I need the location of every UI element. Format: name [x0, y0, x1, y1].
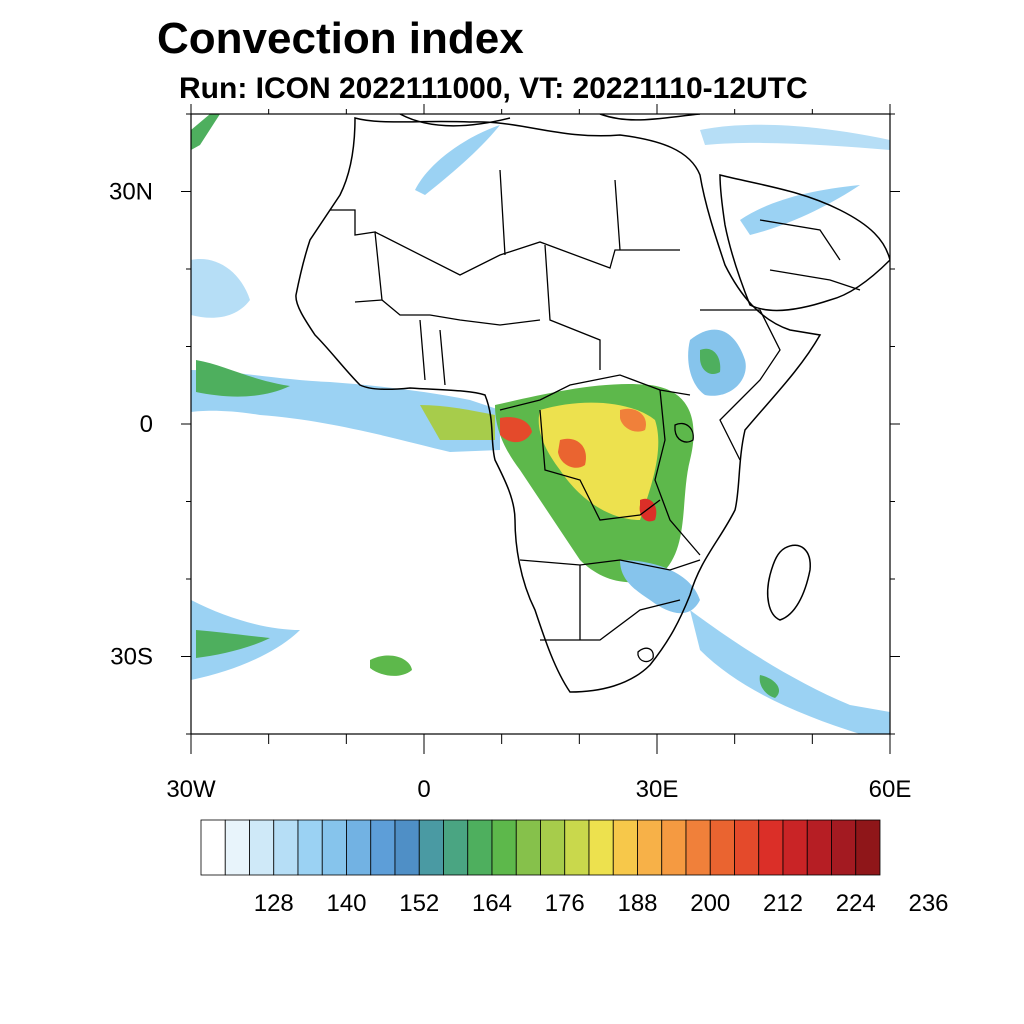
colorbar-label: 152: [399, 890, 439, 917]
colorbar-box: [273, 819, 299, 876]
border-sahara-1: [330, 209, 383, 303]
colorbar-box: [443, 819, 469, 876]
colorbar-box: [321, 819, 347, 876]
mediterranean-band: [415, 125, 500, 195]
coastlines: [295, 114, 890, 693]
north-east-band: [700, 124, 890, 150]
colorbar-box: [224, 819, 250, 876]
lat-tick-label: 30S: [110, 644, 153, 671]
country-borders: [330, 169, 861, 663]
lon-tick-label: 30W: [166, 776, 216, 803]
central-africa-hotspot-1: [500, 417, 532, 443]
colorbar-box: [831, 819, 857, 876]
colorbar-box: [758, 819, 784, 876]
colorbar-label: 164: [472, 890, 512, 917]
europe-coastline: [399, 114, 701, 127]
lat-tick-label: 0: [140, 411, 153, 438]
colorbar-label: 236: [908, 890, 948, 917]
lon-tick-label: 30E: [636, 776, 679, 803]
colorbar-label: 200: [690, 890, 730, 917]
chart-subtitle: Run: ICON 2022111000, VT: 20221110-12UTC: [179, 72, 808, 105]
colorbar-box: [297, 819, 323, 876]
colorbar-box: [515, 819, 541, 876]
lon-tick-label: 60E: [869, 776, 912, 803]
border-central-3: [654, 389, 701, 556]
africa-coastline: [295, 117, 822, 693]
colorbar-box: [782, 819, 808, 876]
colorbar-label: 188: [617, 890, 657, 917]
chart-title: Convection index: [157, 14, 524, 63]
colorbar-box: [491, 819, 517, 876]
axis-ticks: [181, 104, 900, 754]
colorbar-label: 224: [836, 890, 876, 917]
lesotho: [637, 647, 654, 663]
middle-east-band: [740, 185, 860, 235]
colorbar-label: 140: [326, 890, 366, 917]
colorbar-box: [394, 819, 420, 876]
south-atlantic-patch: [370, 655, 412, 676]
arabia-coastline: [719, 174, 890, 312]
border-east-africa: [700, 309, 781, 461]
colorbar-box: [637, 819, 663, 876]
southern-africa-convection: [620, 560, 700, 614]
colorbar-box: [709, 819, 735, 876]
indian-ocean-band: [690, 610, 890, 734]
lon-tick-label: 0: [417, 776, 430, 803]
colorbar-box: [855, 819, 881, 876]
itcz-band-core: [196, 360, 290, 397]
axis-labels: 30N 0 30S 30W 0 30E 60E: [109, 179, 911, 804]
colorbar-box: [540, 819, 566, 876]
colorbar-box: [249, 819, 275, 876]
central-africa-hotspot-2: [558, 438, 586, 468]
central-africa-hotspot-4: [639, 498, 657, 522]
colorbar-box: [370, 819, 396, 876]
central-africa-hotspot-3: [620, 408, 646, 432]
colorbar-labels: 128 140 152 164 176 188 200 212 224 236: [254, 890, 949, 917]
colorbar-label: 212: [763, 890, 803, 917]
border-southern-2: [540, 565, 681, 641]
colorbar-box: [661, 819, 687, 876]
border-sahara-3: [499, 169, 621, 370]
colorbar-box: [467, 819, 493, 876]
colorbar-box: [418, 819, 444, 876]
border-arabia: [759, 219, 861, 291]
lat-tick-label: 30N: [109, 179, 153, 206]
south-atlantic-core: [196, 630, 270, 658]
border-southern-1: [519, 559, 701, 571]
border-central-1: [499, 374, 691, 411]
lake-victoria: [674, 422, 694, 443]
border-central-2: [539, 409, 661, 521]
colorbar-box: [346, 819, 372, 876]
colorbar-box: [806, 819, 832, 876]
colorbar-label: 128: [254, 890, 294, 917]
madagascar-coastline: [767, 544, 811, 621]
colorbar-box: [564, 819, 590, 876]
colorbar-boxes: [200, 819, 881, 876]
colorbar-box: [588, 819, 614, 876]
north-atlantic-streak: [191, 114, 220, 150]
convection-field: [191, 114, 890, 734]
indian-ocean-core: [759, 675, 780, 698]
central-africa-core: [538, 402, 659, 520]
itcz-band-wet-core: [420, 405, 495, 440]
colorbar-box: [685, 819, 711, 876]
border-west-africa: [381, 299, 541, 386]
colorbar-box: [734, 819, 760, 876]
colorbar-box: [612, 819, 638, 876]
colorbar-label: 176: [545, 890, 585, 917]
west-african-coast-band: [191, 259, 250, 318]
border-sahara-2: [374, 231, 680, 276]
east-africa-core: [700, 348, 721, 375]
colorbar-box: [200, 819, 226, 876]
